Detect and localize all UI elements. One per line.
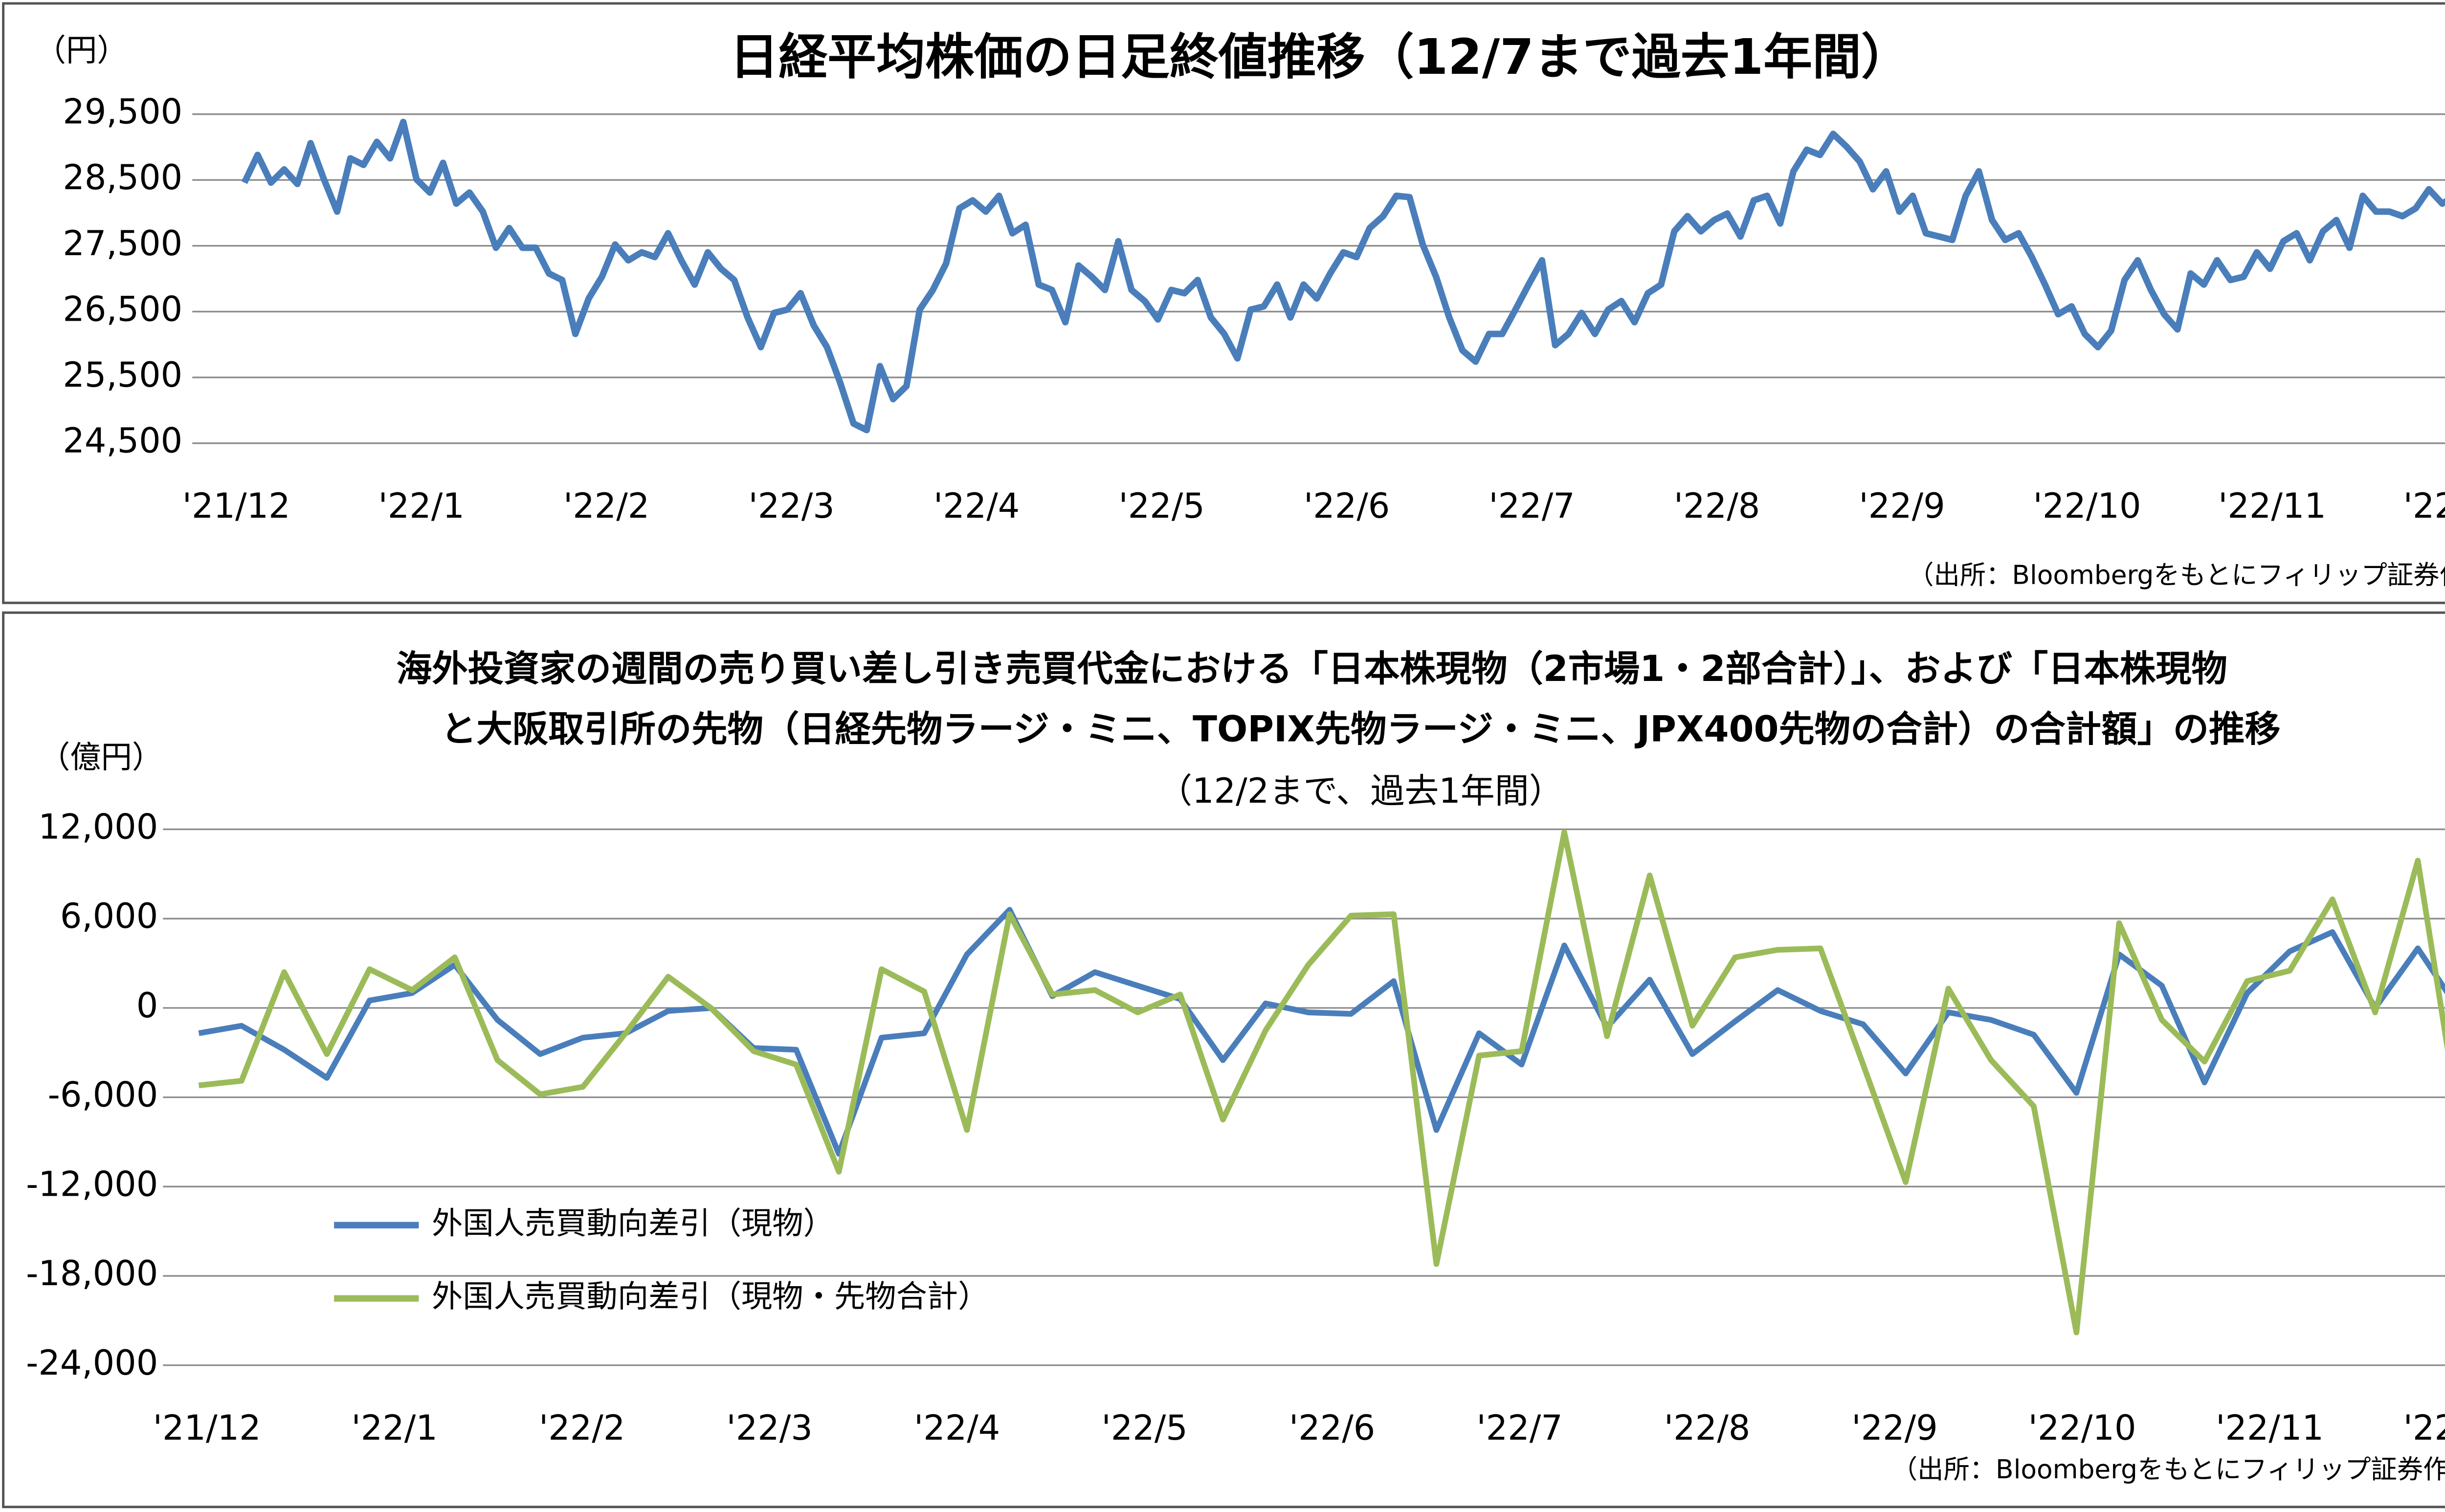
x-tick-label: '22/9 (1851, 1408, 1937, 1448)
x-tick-label: '22/12 (2403, 1408, 2445, 1448)
legend-label: 外国人売買動向差引（現物） (432, 1205, 834, 1241)
x-tick-label: '22/7 (1489, 486, 1575, 526)
y-tick-label: 24,500 (63, 421, 182, 461)
x-tick-label: '22/5 (1118, 486, 1204, 526)
data-line (198, 907, 2445, 1157)
y-tick-label: -18,000 (26, 1253, 158, 1293)
x-tick-label: '21/12 (153, 1408, 261, 1448)
x-tick-label: '22/3 (748, 486, 834, 526)
y-axis-label: （億円） (39, 739, 163, 775)
x-tick-label: '22/4 (914, 1408, 1000, 1448)
x-tick-label: '22/8 (1674, 486, 1760, 526)
y-tick-label: -6,000 (48, 1075, 158, 1115)
data-line (241, 118, 2445, 434)
chart-title: 海外投資家の週間の売り買い差し引き売買代金における「日本株現物（2市場1・2部合… (396, 648, 2227, 690)
x-tick-label: '22/10 (2028, 1408, 2136, 1448)
y-tick-label: 0 (136, 986, 158, 1026)
legend-label: 外国人売買動向差引（現物・先物合計） (432, 1278, 989, 1315)
source-note: （出所：Bloombergをもとにフィリップ証券作成） (1908, 560, 2445, 591)
y-tick-label: 26,500 (63, 289, 182, 329)
x-tick-label: '21/12 (182, 486, 290, 526)
x-tick-label: '22/4 (934, 486, 1020, 526)
y-tick-label: 25,500 (63, 355, 182, 395)
x-tick-label: '22/9 (1859, 486, 1945, 526)
y-tick-label: -12,000 (26, 1164, 158, 1204)
y-tick-label: 6,000 (60, 896, 158, 936)
panel-frame (2, 2, 2445, 604)
y-tick-label: -24,000 (26, 1343, 158, 1383)
data-line (198, 829, 2445, 1336)
x-tick-label: '22/6 (1304, 486, 1390, 526)
x-tick-label: '22/2 (539, 1408, 625, 1448)
x-tick-label: '22/1 (352, 1408, 438, 1448)
x-tick-label: '22/11 (2216, 1408, 2324, 1448)
x-tick-label: '22/1 (378, 486, 464, 526)
x-tick-label: '22/11 (2218, 486, 2326, 526)
x-tick-label: '22/2 (563, 486, 649, 526)
source-note: （出所：Bloombergをもとにフィリップ証券作成） (1891, 1454, 2445, 1485)
chart-title: と大阪取引所の先物（日経先物ラージ・ミニ、TOPIX先物ラージ・ミニ、JPX40… (441, 709, 2280, 750)
y-tick-label: 28,500 (63, 157, 182, 197)
x-tick-label: '22/6 (1289, 1408, 1375, 1448)
chart-subtitle: （12/2まで、過去1年間） (1158, 771, 1563, 811)
x-tick-label: '22/8 (1664, 1408, 1750, 1448)
y-tick-label: 27,500 (63, 223, 182, 263)
x-tick-label: '22/7 (1476, 1408, 1562, 1448)
x-tick-label: '22/10 (2033, 486, 2141, 526)
y-axis-label: （円） (35, 32, 128, 68)
y-tick-label: 29,500 (63, 92, 182, 132)
y-tick-label: 12,000 (38, 807, 158, 847)
chart-title: 日経平均株価の日足終値推移（12/7まで過去1年間） (730, 28, 1910, 86)
x-tick-label: '22/12 (2403, 486, 2445, 526)
x-tick-label: '22/3 (726, 1408, 812, 1448)
x-tick-label: '22/5 (1101, 1408, 1187, 1448)
